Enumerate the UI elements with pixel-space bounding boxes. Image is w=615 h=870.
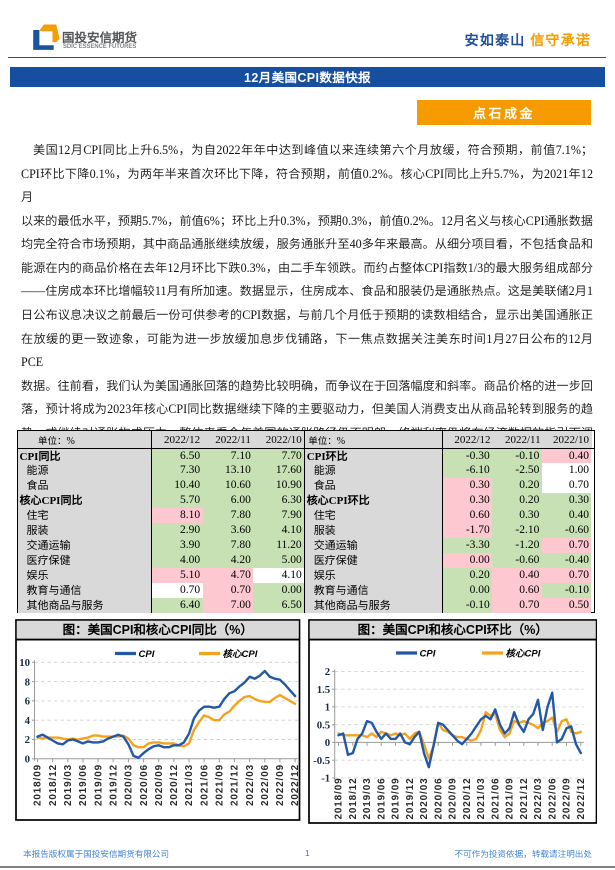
svg-text:2019/09: 2019/09 xyxy=(390,778,401,820)
svg-text:2020/03: 2020/03 xyxy=(124,764,135,806)
svg-text:2021/06: 2021/06 xyxy=(199,764,210,806)
svg-text:2019/12: 2019/12 xyxy=(405,778,416,820)
svg-text:CPI: CPI xyxy=(139,649,155,660)
svg-text:核心CPI: 核心CPI xyxy=(505,648,540,660)
svg-text:图：美国CPI和核心CPI同比（%）: 图：美国CPI和核心CPI同比（%） xyxy=(63,619,253,638)
svg-text:2022/12: 2022/12 xyxy=(290,764,300,806)
svg-text:0: 0 xyxy=(324,737,329,749)
svg-text:核心CPI: 核心CPI xyxy=(223,648,258,660)
svg-text:1.5: 1.5 xyxy=(316,684,330,696)
svg-text:2022/03: 2022/03 xyxy=(245,764,256,806)
svg-text:2018/12: 2018/12 xyxy=(48,764,59,806)
svg-text:2: 2 xyxy=(25,734,30,746)
svg-text:2020/12: 2020/12 xyxy=(169,764,180,806)
svg-text:2: 2 xyxy=(324,666,329,678)
svg-text:2018/09: 2018/09 xyxy=(33,764,44,806)
svg-text:2022/09: 2022/09 xyxy=(275,764,286,806)
svg-text:2022/06: 2022/06 xyxy=(260,764,271,806)
svg-text:2021/09: 2021/09 xyxy=(215,764,226,806)
svg-text:2021/09: 2021/09 xyxy=(504,778,515,820)
svg-text:-1: -1 xyxy=(321,773,330,785)
svg-text:2021/03: 2021/03 xyxy=(476,778,487,820)
svg-text:2020/03: 2020/03 xyxy=(419,778,430,820)
svg-text:10: 10 xyxy=(19,657,30,669)
svg-text:2019/06: 2019/06 xyxy=(78,764,89,806)
svg-text:2021/03: 2021/03 xyxy=(184,764,195,806)
svg-text:2021/12: 2021/12 xyxy=(518,778,529,820)
svg-text:2019/06: 2019/06 xyxy=(376,778,387,820)
svg-text:0: 0 xyxy=(25,754,30,766)
svg-text:2020/12: 2020/12 xyxy=(461,778,472,820)
svg-text:图：美国CPI和核心CPI环比（%）: 图：美国CPI和核心CPI环比（%） xyxy=(357,619,547,638)
svg-text:2022/12: 2022/12 xyxy=(575,778,586,820)
svg-text:CPI: CPI xyxy=(419,649,435,660)
svg-text:2020/06: 2020/06 xyxy=(139,764,150,806)
svg-text:2022/09: 2022/09 xyxy=(561,778,572,820)
svg-text:2019/03: 2019/03 xyxy=(362,778,373,820)
svg-text:2020/09: 2020/09 xyxy=(154,764,165,806)
svg-text:2020/06: 2020/06 xyxy=(433,778,444,820)
svg-text:-0.5: -0.5 xyxy=(313,755,330,767)
svg-text:2021/12: 2021/12 xyxy=(230,764,241,806)
svg-text:1: 1 xyxy=(324,702,329,714)
svg-text:8: 8 xyxy=(25,676,31,688)
svg-text:2019/09: 2019/09 xyxy=(93,764,104,806)
svg-text:4: 4 xyxy=(25,715,31,727)
svg-text:2021/06: 2021/06 xyxy=(490,778,501,820)
svg-text:2018/12: 2018/12 xyxy=(348,778,359,820)
svg-text:2022/06: 2022/06 xyxy=(547,778,558,820)
svg-text:2019/03: 2019/03 xyxy=(63,764,74,806)
svg-text:2019/12: 2019/12 xyxy=(109,764,120,806)
svg-text:2018/09: 2018/09 xyxy=(333,778,344,820)
svg-text:6: 6 xyxy=(25,696,31,708)
svg-text:2020/09: 2020/09 xyxy=(447,778,458,820)
svg-text:2022/03: 2022/03 xyxy=(533,778,544,820)
svg-text:0.5: 0.5 xyxy=(316,719,330,731)
